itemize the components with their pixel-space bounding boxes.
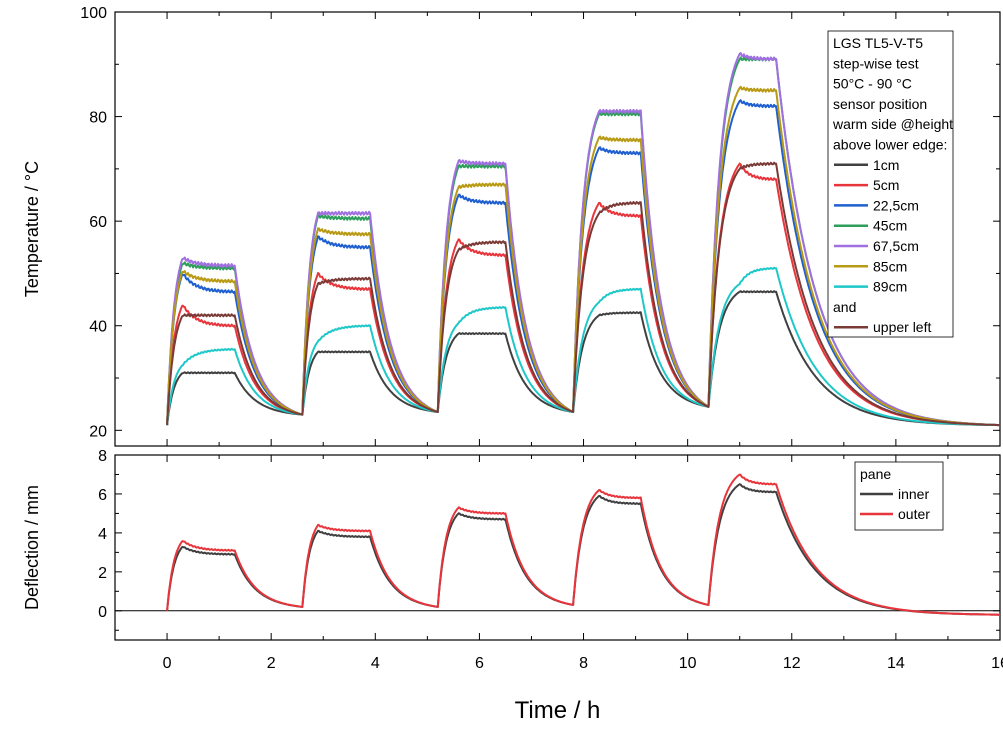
legend-entry: 5cm — [873, 177, 899, 193]
legend-entry: 22,5cm — [873, 197, 919, 213]
y-axis-title: Deflection / mm — [22, 485, 42, 610]
legend-header-line: LGS TL5-V-T5 — [833, 35, 923, 51]
legend-box — [854, 461, 944, 531]
legend-entry: 85cm — [873, 258, 907, 274]
y-tick-label: 8 — [98, 448, 107, 465]
x-tick-label: 6 — [475, 655, 484, 672]
legend-header-line: 50°C - 90 °C — [833, 76, 912, 92]
y-tick-label: 100 — [80, 5, 107, 22]
series-line-85cm — [166, 85, 1000, 427]
y-tick-label: 2 — [98, 565, 107, 582]
y-tick-label: 40 — [89, 319, 107, 336]
x-tick-label: 12 — [783, 655, 801, 672]
y-axis-title: Temperature / °C — [22, 161, 42, 297]
legend-entry: 67,5cm — [873, 238, 919, 254]
legend-entry: 45cm — [873, 218, 907, 234]
y-tick-label: 0 — [98, 604, 107, 621]
x-tick-label: 2 — [267, 655, 276, 672]
deflection-panel: 0 2 4 6 8 Deflection / mm 0 2 4 6 8 10 12 14 16 Time / … — [22, 448, 1003, 724]
y-tick-label: 80 — [89, 110, 107, 127]
y-tick-label: 4 — [98, 526, 107, 543]
legend-entry: outer — [898, 506, 930, 522]
x-tick-label: 10 — [679, 655, 697, 672]
legend-entry: inner — [898, 486, 929, 502]
x-tick-label: 14 — [887, 655, 905, 672]
series-line-outer — [166, 473, 1000, 616]
legend-entry: 89cm — [873, 279, 907, 295]
plot-frame — [114, 11, 1001, 447]
temperature-panel: 20 40 60 80 100 Temperature / °C LGS TL5-V-T5 s… — [22, 5, 1001, 447]
legend-header-line: warm side @height — [832, 116, 953, 132]
y-tick-label: 60 — [89, 214, 107, 231]
legend-separator: and — [833, 299, 856, 315]
x-tick-label: 16 — [991, 655, 1003, 672]
legend-header-line: sensor position — [833, 96, 927, 112]
x-axis-title: Time / h — [515, 697, 601, 724]
legend-header-line: pane — [860, 466, 891, 482]
legend-deflection: pane inner outer — [854, 461, 944, 531]
y-tick-label: 6 — [98, 487, 107, 504]
series-line-upper-left — [166, 161, 1000, 427]
x-tick-label: 0 — [163, 655, 172, 672]
legend-entry: 1cm — [873, 157, 899, 173]
legend-header-line: above lower edge: — [833, 137, 947, 153]
legend-entry: upper left — [873, 319, 931, 335]
x-tick-label: 4 — [371, 655, 380, 672]
legend-temperature: LGS TL5-V-T5 step-wise test 50°C - 90 °C se… — [827, 30, 954, 338]
y-tick-label: 20 — [89, 423, 107, 440]
x-tick-label: 8 — [579, 655, 588, 672]
plot-frame — [114, 454, 1001, 641]
series-line-89cm — [166, 266, 1000, 427]
legend-header-line: step-wise test — [833, 55, 919, 71]
